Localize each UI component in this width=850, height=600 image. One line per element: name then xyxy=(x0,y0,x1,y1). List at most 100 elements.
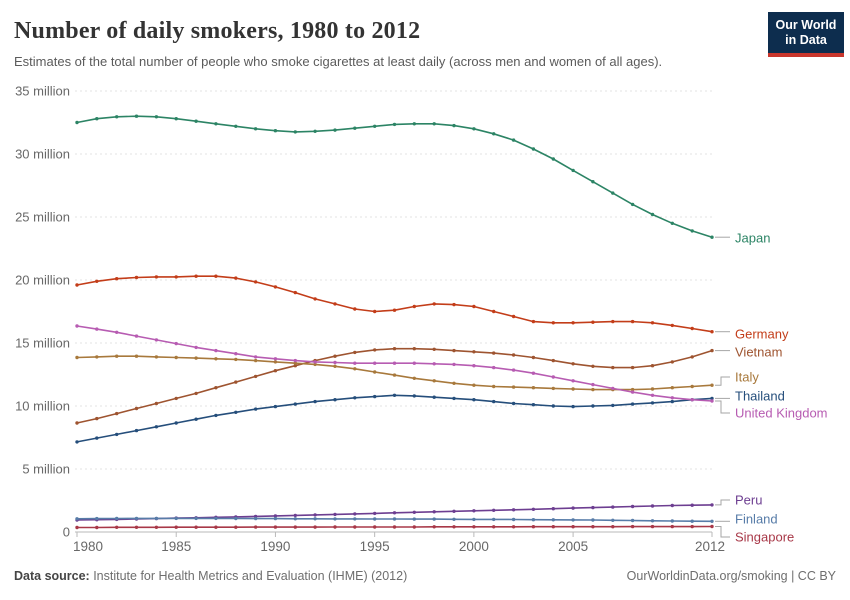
series-label-finland[interactable]: Finland xyxy=(735,512,778,527)
data-point xyxy=(373,348,377,352)
data-point xyxy=(710,235,714,239)
data-point xyxy=(630,524,635,529)
series-italy[interactable] xyxy=(75,354,714,392)
data-point xyxy=(591,518,595,522)
data-point xyxy=(313,362,317,367)
series-label-vietnam[interactable]: Vietnam xyxy=(735,345,782,360)
series-label-germany[interactable]: Germany xyxy=(735,327,789,342)
data-point xyxy=(313,129,317,133)
data-point xyxy=(273,514,278,518)
series-thailand[interactable] xyxy=(75,393,714,444)
data-point xyxy=(472,509,476,513)
data-point xyxy=(551,375,555,379)
y-tick-label: 15 million xyxy=(15,336,70,351)
data-point xyxy=(95,279,99,283)
data-point xyxy=(412,376,416,380)
owid-logo-line2: in Data xyxy=(785,33,827,47)
series-label-thailand[interactable]: Thailand xyxy=(735,389,785,404)
x-tick-label: 2005 xyxy=(558,539,588,554)
owid-link[interactable]: OurWorldinData.org/smoking | CC BY xyxy=(626,569,836,583)
data-point xyxy=(690,519,694,523)
data-point xyxy=(313,517,317,521)
data-point xyxy=(531,507,536,511)
data-point xyxy=(432,517,436,521)
data-source-label: Data source: xyxy=(14,569,90,583)
series-germany[interactable] xyxy=(75,274,714,334)
data-point xyxy=(611,525,615,529)
data-point xyxy=(273,525,278,529)
series-line[interactable] xyxy=(76,275,713,333)
data-point xyxy=(174,516,178,521)
x-tick-label: 1980 xyxy=(73,539,103,554)
data-point xyxy=(373,511,377,516)
series-singapore[interactable] xyxy=(75,524,714,530)
data-point xyxy=(234,352,238,356)
data-point xyxy=(214,348,218,353)
data-point xyxy=(472,398,476,402)
data-point xyxy=(432,362,436,366)
data-point xyxy=(194,345,198,350)
data-point xyxy=(591,404,595,408)
series-line[interactable] xyxy=(76,115,713,238)
data-point xyxy=(75,421,79,425)
owid-logo[interactable]: Our World in Data xyxy=(768,12,844,57)
data-point xyxy=(630,319,635,324)
series-label-peru[interactable]: Peru xyxy=(735,493,762,508)
data-point xyxy=(115,432,119,437)
series-line[interactable] xyxy=(76,355,713,391)
data-point xyxy=(134,114,139,118)
data-point xyxy=(75,517,79,521)
data-point xyxy=(670,396,674,400)
data-point xyxy=(611,505,615,509)
data-point xyxy=(392,347,397,351)
data-point xyxy=(650,524,655,529)
series-finland[interactable] xyxy=(75,516,714,523)
data-point xyxy=(511,353,516,357)
data-point xyxy=(551,507,555,511)
data-point xyxy=(134,354,139,358)
series-japan[interactable] xyxy=(75,114,714,239)
data-point xyxy=(95,525,99,530)
data-point xyxy=(432,395,436,399)
data-point xyxy=(531,518,536,522)
data-point xyxy=(591,505,595,510)
data-point xyxy=(333,128,337,132)
data-point xyxy=(472,364,476,368)
data-point xyxy=(432,347,436,351)
data-point xyxy=(630,518,635,523)
data-point xyxy=(670,519,674,523)
data-point xyxy=(234,124,238,128)
data-point xyxy=(253,358,258,363)
data-point xyxy=(472,517,476,522)
data-point xyxy=(313,513,317,517)
data-point xyxy=(630,365,635,370)
series-label-japan[interactable]: Japan xyxy=(735,231,770,246)
data-point xyxy=(273,357,278,361)
series-vietnam[interactable] xyxy=(75,347,714,425)
data-point xyxy=(452,381,456,385)
data-point xyxy=(214,357,218,361)
data-point xyxy=(95,117,99,121)
data-point xyxy=(293,402,297,406)
data-point xyxy=(650,387,655,391)
data-point xyxy=(392,393,397,397)
series-label-united-kingdom[interactable]: United Kingdom xyxy=(735,406,828,421)
data-point xyxy=(154,516,159,521)
data-point xyxy=(174,396,178,401)
data-point xyxy=(571,168,575,173)
series-united-kingdom[interactable] xyxy=(75,324,714,403)
series-label-connector xyxy=(715,376,730,386)
series-line[interactable] xyxy=(76,394,713,443)
data-point xyxy=(115,115,119,119)
data-point xyxy=(452,396,456,401)
data-point xyxy=(650,321,655,325)
series-line[interactable] xyxy=(76,347,713,424)
series-label-italy[interactable]: Italy xyxy=(735,370,759,385)
data-point xyxy=(412,122,416,126)
x-tick-label: 2000 xyxy=(459,539,489,554)
data-point xyxy=(234,276,238,280)
series-label-singapore[interactable]: Singapore xyxy=(735,530,794,545)
data-point xyxy=(194,516,198,521)
data-point xyxy=(95,327,99,331)
